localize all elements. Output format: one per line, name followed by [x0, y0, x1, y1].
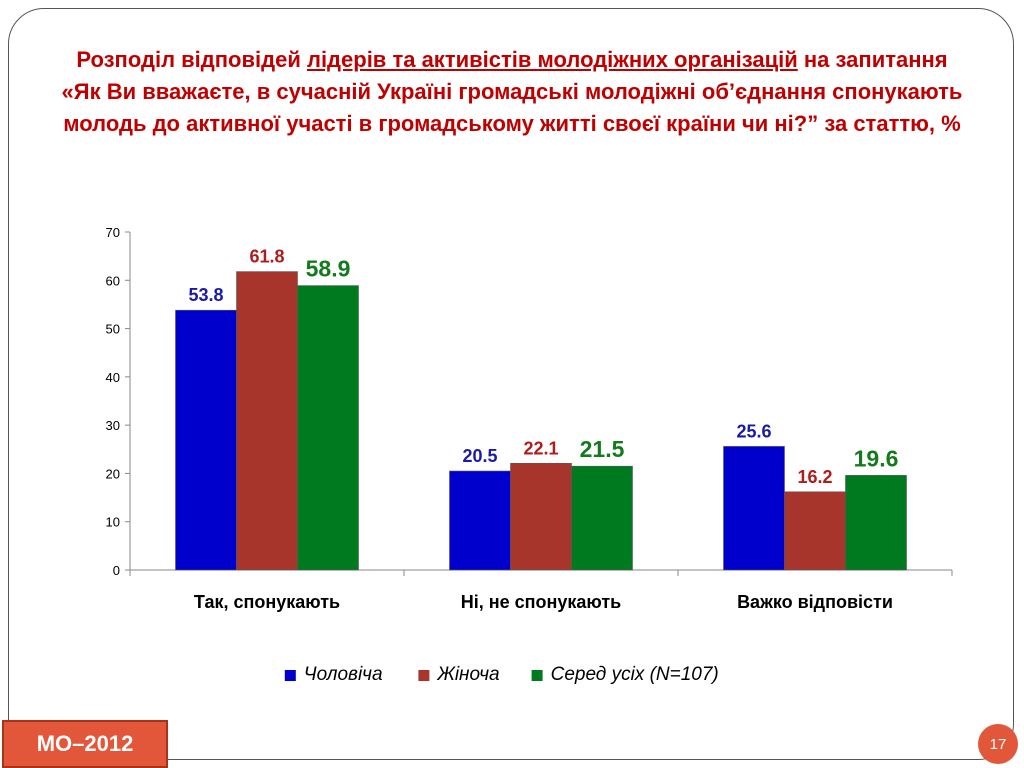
bar: [297, 285, 359, 571]
page-number: 17: [978, 724, 1018, 764]
data-label: 25.6: [736, 421, 771, 441]
data-label: 53.8: [188, 285, 223, 305]
title-part-underlined: лідерів та активістів молодіжних організ…: [306, 47, 798, 72]
y-tick-label: 30: [106, 418, 120, 433]
y-tick-label: 10: [106, 515, 120, 530]
bar: [845, 475, 907, 571]
slide-title: Розподіл відповідей лідерів та активісті…: [60, 44, 964, 140]
legend-label: Чоловіча: [304, 664, 383, 685]
data-label: 16.2: [797, 467, 832, 487]
data-label: 58.9: [306, 256, 351, 282]
title-part-1: Розподіл відповідей: [76, 47, 307, 72]
legend-swatch: [284, 670, 296, 681]
bar: [449, 470, 511, 571]
bar: [236, 271, 298, 571]
legend-swatch: [531, 670, 543, 681]
y-tick-label: 50: [106, 322, 120, 337]
data-label: 22.1: [523, 438, 558, 458]
legend-label: Серед усіх (N=107): [551, 664, 719, 685]
category-label: Так, спонукають: [194, 592, 340, 612]
data-label: 19.6: [854, 445, 899, 471]
data-label: 20.5: [462, 446, 497, 466]
legend-swatch: [418, 670, 430, 681]
title-part-3: на запитання «Як Ви вважаєте, в сучасній…: [61, 47, 963, 136]
bar: [571, 465, 633, 571]
y-tick-label: 60: [106, 273, 120, 288]
bar: [175, 309, 237, 571]
bar: [723, 446, 785, 571]
data-label: 61.8: [249, 247, 284, 267]
category-label: Важко відповісти: [737, 592, 893, 612]
y-tick-label: 20: [106, 466, 120, 481]
y-tick-label: 70: [106, 225, 120, 240]
y-tick-label: 40: [106, 370, 120, 385]
bar: [784, 491, 846, 571]
y-tick-label: 0: [113, 563, 120, 578]
legend-label: Жіноча: [436, 664, 499, 685]
category-label: Ні, не спонукають: [461, 592, 621, 612]
data-label: 21.5: [580, 436, 625, 462]
bar: [510, 462, 572, 571]
mo-2012-badge: МО–2012: [2, 720, 168, 768]
